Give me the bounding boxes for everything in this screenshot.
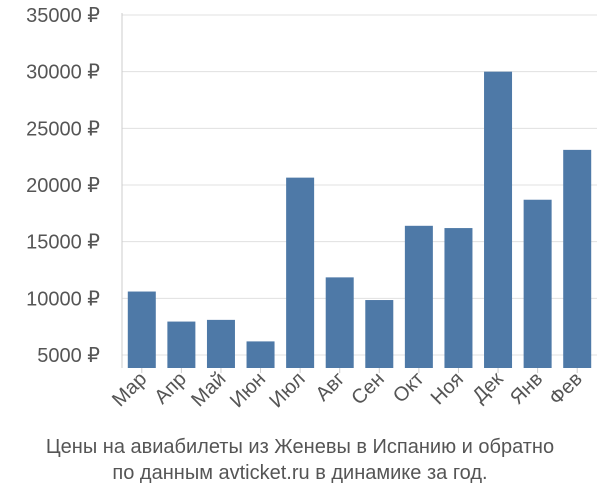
y-tick-label: 20000 ₽	[26, 175, 100, 197]
bars	[127, 71, 592, 369]
x-tick-label: Дек	[468, 368, 507, 407]
x-tick-label: Июл	[265, 368, 309, 412]
y-tick-label: 15000 ₽	[26, 232, 100, 254]
bar-11	[523, 199, 552, 368]
chart-caption-line-2: по данным avticket.ru в динамике за год.	[112, 462, 488, 484]
y-tick-label: 30000 ₽	[26, 62, 100, 84]
x-tick-label: Фев	[545, 368, 587, 410]
x-tick-label: Ноя	[427, 368, 468, 409]
bar-chart: 5000 ₽ 10000 ₽ 15000 ₽ 20000 ₽ 25000 ₽ 30000 …	[26, 5, 597, 412]
x-tick-label: Май	[187, 368, 230, 411]
bar-2	[167, 321, 196, 368]
y-tick-label: 35000 ₽	[26, 5, 100, 27]
y-tick-labels: 5000 ₽ 10000 ₽ 15000 ₽ 20000 ₽ 25000 ₽ 30000 …	[26, 5, 100, 367]
x-tick-label: Янв	[506, 368, 547, 409]
bar-9	[444, 228, 473, 368]
grid-lines	[122, 14, 597, 373]
y-tick-label: 5000 ₽	[37, 345, 100, 367]
x-tick-label: Мар	[108, 368, 151, 411]
x-tick-label: Сен	[347, 368, 388, 409]
bar-8	[404, 225, 433, 368]
x-tick-label: Июн	[226, 368, 270, 412]
bar-10	[484, 71, 513, 369]
bar-7	[365, 300, 394, 368]
y-tick-label: 25000 ₽	[26, 118, 100, 140]
bar-12	[563, 149, 592, 368]
chart-caption-line-1: Цены на авиабилеты из Женевы в Испанию и…	[45, 436, 555, 458]
bar-6	[325, 277, 354, 368]
x-tick-label: Окт	[389, 368, 428, 407]
x-tick-label: Авг	[312, 368, 350, 406]
bar-3	[206, 319, 235, 368]
bar-1	[127, 291, 156, 368]
bar-4	[246, 341, 275, 368]
y-tick-label: 10000 ₽	[26, 288, 100, 310]
bar-5	[286, 177, 315, 368]
x-tick-label: Апр	[150, 368, 191, 409]
